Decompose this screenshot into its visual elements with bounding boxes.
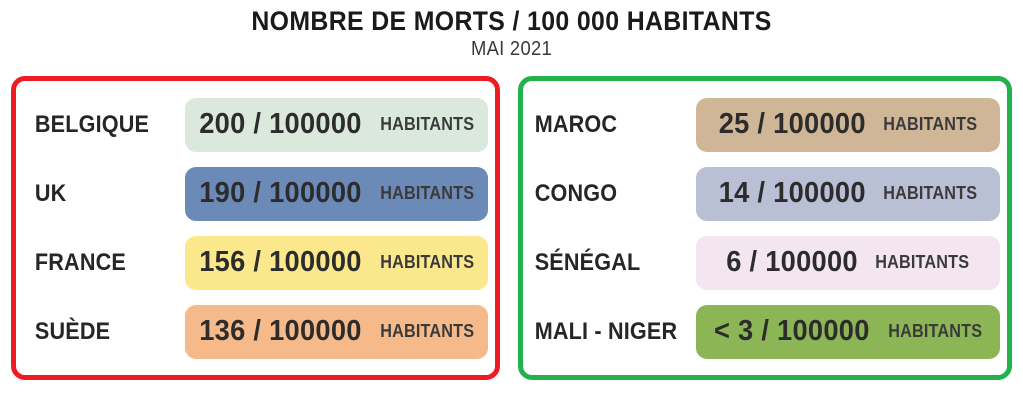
death-rate-unit: HABITANTS <box>883 114 978 134</box>
country-label: BELGIQUE <box>34 110 150 138</box>
table-row: CONGO 14 / 100000 HABITANTS <box>523 159 1007 228</box>
africa-panel-rows: MAROC 25 / 100000 HABITANTS CONGO 14 / 10000… <box>523 81 1007 375</box>
country-label: MAROC <box>534 110 618 138</box>
death-rate-pill: 25 / 100000 HABITANTS <box>696 97 1000 152</box>
country-label: UK <box>34 179 67 207</box>
death-rate-pill: 14 / 100000 HABITANTS <box>696 166 1000 221</box>
death-rate-value: 136 / 100000 <box>198 315 362 347</box>
death-rate-pill: 6 / 100000 HABITANTS <box>696 235 1000 290</box>
page-subtitle: MAI 2021 <box>471 38 552 61</box>
death-rate-pill: 200 / 100000 HABITANTS <box>185 97 488 152</box>
country-label: FRANCE <box>34 248 126 276</box>
death-rate-value: 14 / 100000 <box>718 177 866 209</box>
death-rate-pill: 136 / 100000 HABITANTS <box>185 304 488 359</box>
table-row: SÉNÉGAL 6 / 100000 HABITANTS <box>523 228 1007 297</box>
death-rate-pill: 156 / 100000 HABITANTS <box>185 235 488 290</box>
page-title: NOMBRE DE MORTS / 100 000 HABITANTS <box>251 6 772 36</box>
death-rate-unit: HABITANTS <box>379 114 474 134</box>
death-rate-value: 200 / 100000 <box>198 108 362 140</box>
death-rate-value: 25 / 100000 <box>718 108 866 140</box>
death-rate-value: < 3 / 100000 <box>713 315 870 347</box>
europe-panel-rows: BELGIQUE 200 / 100000 HABITANTS UK 190 / 100… <box>16 81 495 375</box>
country-label: SÉNÉGAL <box>534 248 641 276</box>
death-rate-value: 156 / 100000 <box>198 246 362 278</box>
death-rate-value: 190 / 100000 <box>198 177 362 209</box>
chart-header: NOMBRE DE MORTS / 100 000 HABITANTS MAI … <box>0 6 1023 61</box>
country-label: MALI - NIGER <box>534 317 678 345</box>
table-row: BELGIQUE 200 / 100000 HABITANTS <box>16 90 495 159</box>
death-rate-unit: HABITANTS <box>875 252 970 272</box>
africa-panel: MAROC 25 / 100000 HABITANTS CONGO 14 / 10000… <box>518 76 1012 380</box>
table-row: MAROC 25 / 100000 HABITANTS <box>523 90 1007 159</box>
death-rate-unit: HABITANTS <box>379 183 474 203</box>
death-rate-pill: 190 / 100000 HABITANTS <box>185 166 488 221</box>
table-row: MALI - NIGER < 3 / 100000 HABITANTS <box>523 297 1007 366</box>
country-label: CONGO <box>534 179 618 207</box>
death-rate-unit: HABITANTS <box>887 321 982 341</box>
table-row: SUÈDE 136 / 100000 HABITANTS <box>16 297 495 366</box>
death-rate-pill: < 3 / 100000 HABITANTS <box>696 304 1000 359</box>
death-rate-unit: HABITANTS <box>379 321 474 341</box>
europe-panel: BELGIQUE 200 / 100000 HABITANTS UK 190 / 100… <box>11 76 500 380</box>
table-row: UK 190 / 100000 HABITANTS <box>16 159 495 228</box>
country-label: SUÈDE <box>34 317 111 345</box>
death-rate-unit: HABITANTS <box>883 183 978 203</box>
death-rate-unit: HABITANTS <box>379 252 474 272</box>
table-row: FRANCE 156 / 100000 HABITANTS <box>16 228 495 297</box>
death-rate-value: 6 / 100000 <box>725 246 858 278</box>
